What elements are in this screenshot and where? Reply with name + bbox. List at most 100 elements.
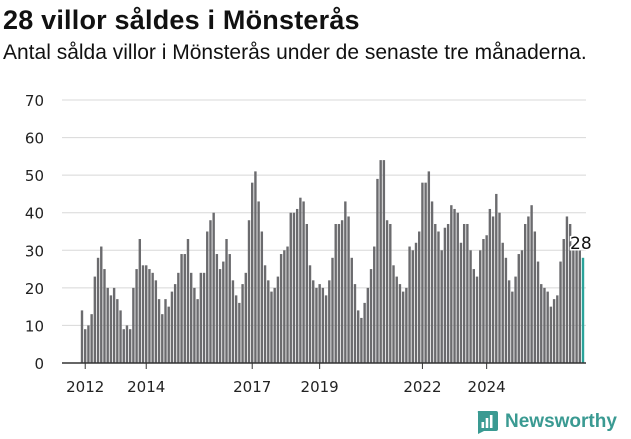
brand-name: Newsworthy [505, 411, 617, 432]
data-labels: 28 [569, 232, 594, 255]
bar [517, 254, 520, 363]
bar [575, 246, 578, 363]
bar [100, 246, 103, 363]
latest-value-label: 28 [570, 234, 592, 254]
bar [543, 287, 546, 363]
bar [389, 223, 392, 363]
bar [199, 272, 203, 363]
bar [549, 306, 553, 363]
x-axis-ticks: 2012 2014 2017 2019 2022 2024 [66, 363, 506, 396]
bar [440, 250, 443, 363]
bar [244, 272, 247, 363]
bar [148, 269, 151, 363]
bar [382, 160, 386, 363]
bar [479, 250, 482, 363]
y-tick-label: 20 [25, 280, 44, 298]
bar [405, 287, 408, 363]
bar [251, 182, 254, 363]
bar [125, 325, 129, 363]
bar [520, 250, 524, 363]
bar [331, 257, 334, 363]
bar [324, 295, 328, 363]
y-tick-label: 10 [25, 317, 44, 335]
bar [401, 291, 405, 363]
bar [218, 269, 222, 363]
bar [302, 201, 305, 363]
bar [395, 276, 398, 363]
bar [238, 302, 241, 363]
bar [119, 310, 122, 363]
bar [273, 287, 276, 363]
bar [132, 287, 135, 363]
bar [437, 231, 440, 363]
bar [267, 280, 270, 363]
bar [424, 182, 427, 363]
bar [450, 205, 453, 363]
bar [180, 254, 183, 363]
bar [109, 295, 113, 363]
bar [353, 284, 357, 363]
bar [189, 272, 193, 363]
x-tick-label: 2012 [66, 378, 104, 396]
newsworthy-logo-icon [477, 411, 498, 434]
y-tick-label: 70 [25, 92, 44, 110]
bar [212, 212, 215, 363]
bar [173, 284, 177, 363]
bar [154, 280, 158, 363]
bar [93, 276, 97, 363]
bar [228, 254, 231, 363]
bar [186, 239, 190, 363]
bar [418, 231, 421, 363]
newsworthy-logo[interactable]: Newsworthy [475, 408, 617, 436]
bar [356, 310, 360, 363]
bar [157, 299, 161, 363]
bar [562, 239, 565, 363]
bar [128, 329, 132, 363]
bar [164, 299, 167, 363]
bar [161, 314, 164, 363]
bar [151, 272, 154, 363]
bar [536, 261, 540, 363]
bar [485, 235, 488, 363]
bar [183, 254, 186, 363]
bar [295, 208, 299, 363]
bar [312, 280, 315, 363]
bar [279, 254, 283, 363]
bar [363, 302, 366, 363]
bar [578, 250, 581, 363]
bar [552, 299, 556, 363]
bar [340, 220, 344, 363]
bar [523, 223, 527, 363]
bar [141, 265, 145, 363]
bar [421, 182, 424, 363]
bar [112, 287, 116, 363]
bar [84, 329, 87, 363]
bar [507, 280, 511, 363]
bar [530, 205, 533, 363]
bar [488, 208, 492, 363]
bar [408, 246, 411, 363]
bar [498, 212, 501, 363]
bar [260, 231, 264, 363]
x-tick-label: 2014 [127, 378, 165, 396]
bar [138, 239, 142, 363]
bar [222, 261, 225, 363]
bar [90, 314, 93, 363]
x-tick-label: 2019 [301, 378, 339, 396]
bar [482, 239, 485, 363]
bar [434, 223, 437, 363]
bar [491, 216, 495, 363]
bar [135, 269, 138, 363]
bar [270, 291, 273, 363]
bar [308, 265, 312, 363]
bar-latest [581, 257, 585, 363]
bar [446, 223, 450, 363]
bar [241, 284, 244, 363]
x-tick-label: 2022 [403, 378, 441, 396]
bar [299, 197, 302, 363]
bar [475, 276, 479, 363]
bar [106, 287, 109, 363]
bar [247, 220, 251, 363]
bar [225, 239, 228, 363]
